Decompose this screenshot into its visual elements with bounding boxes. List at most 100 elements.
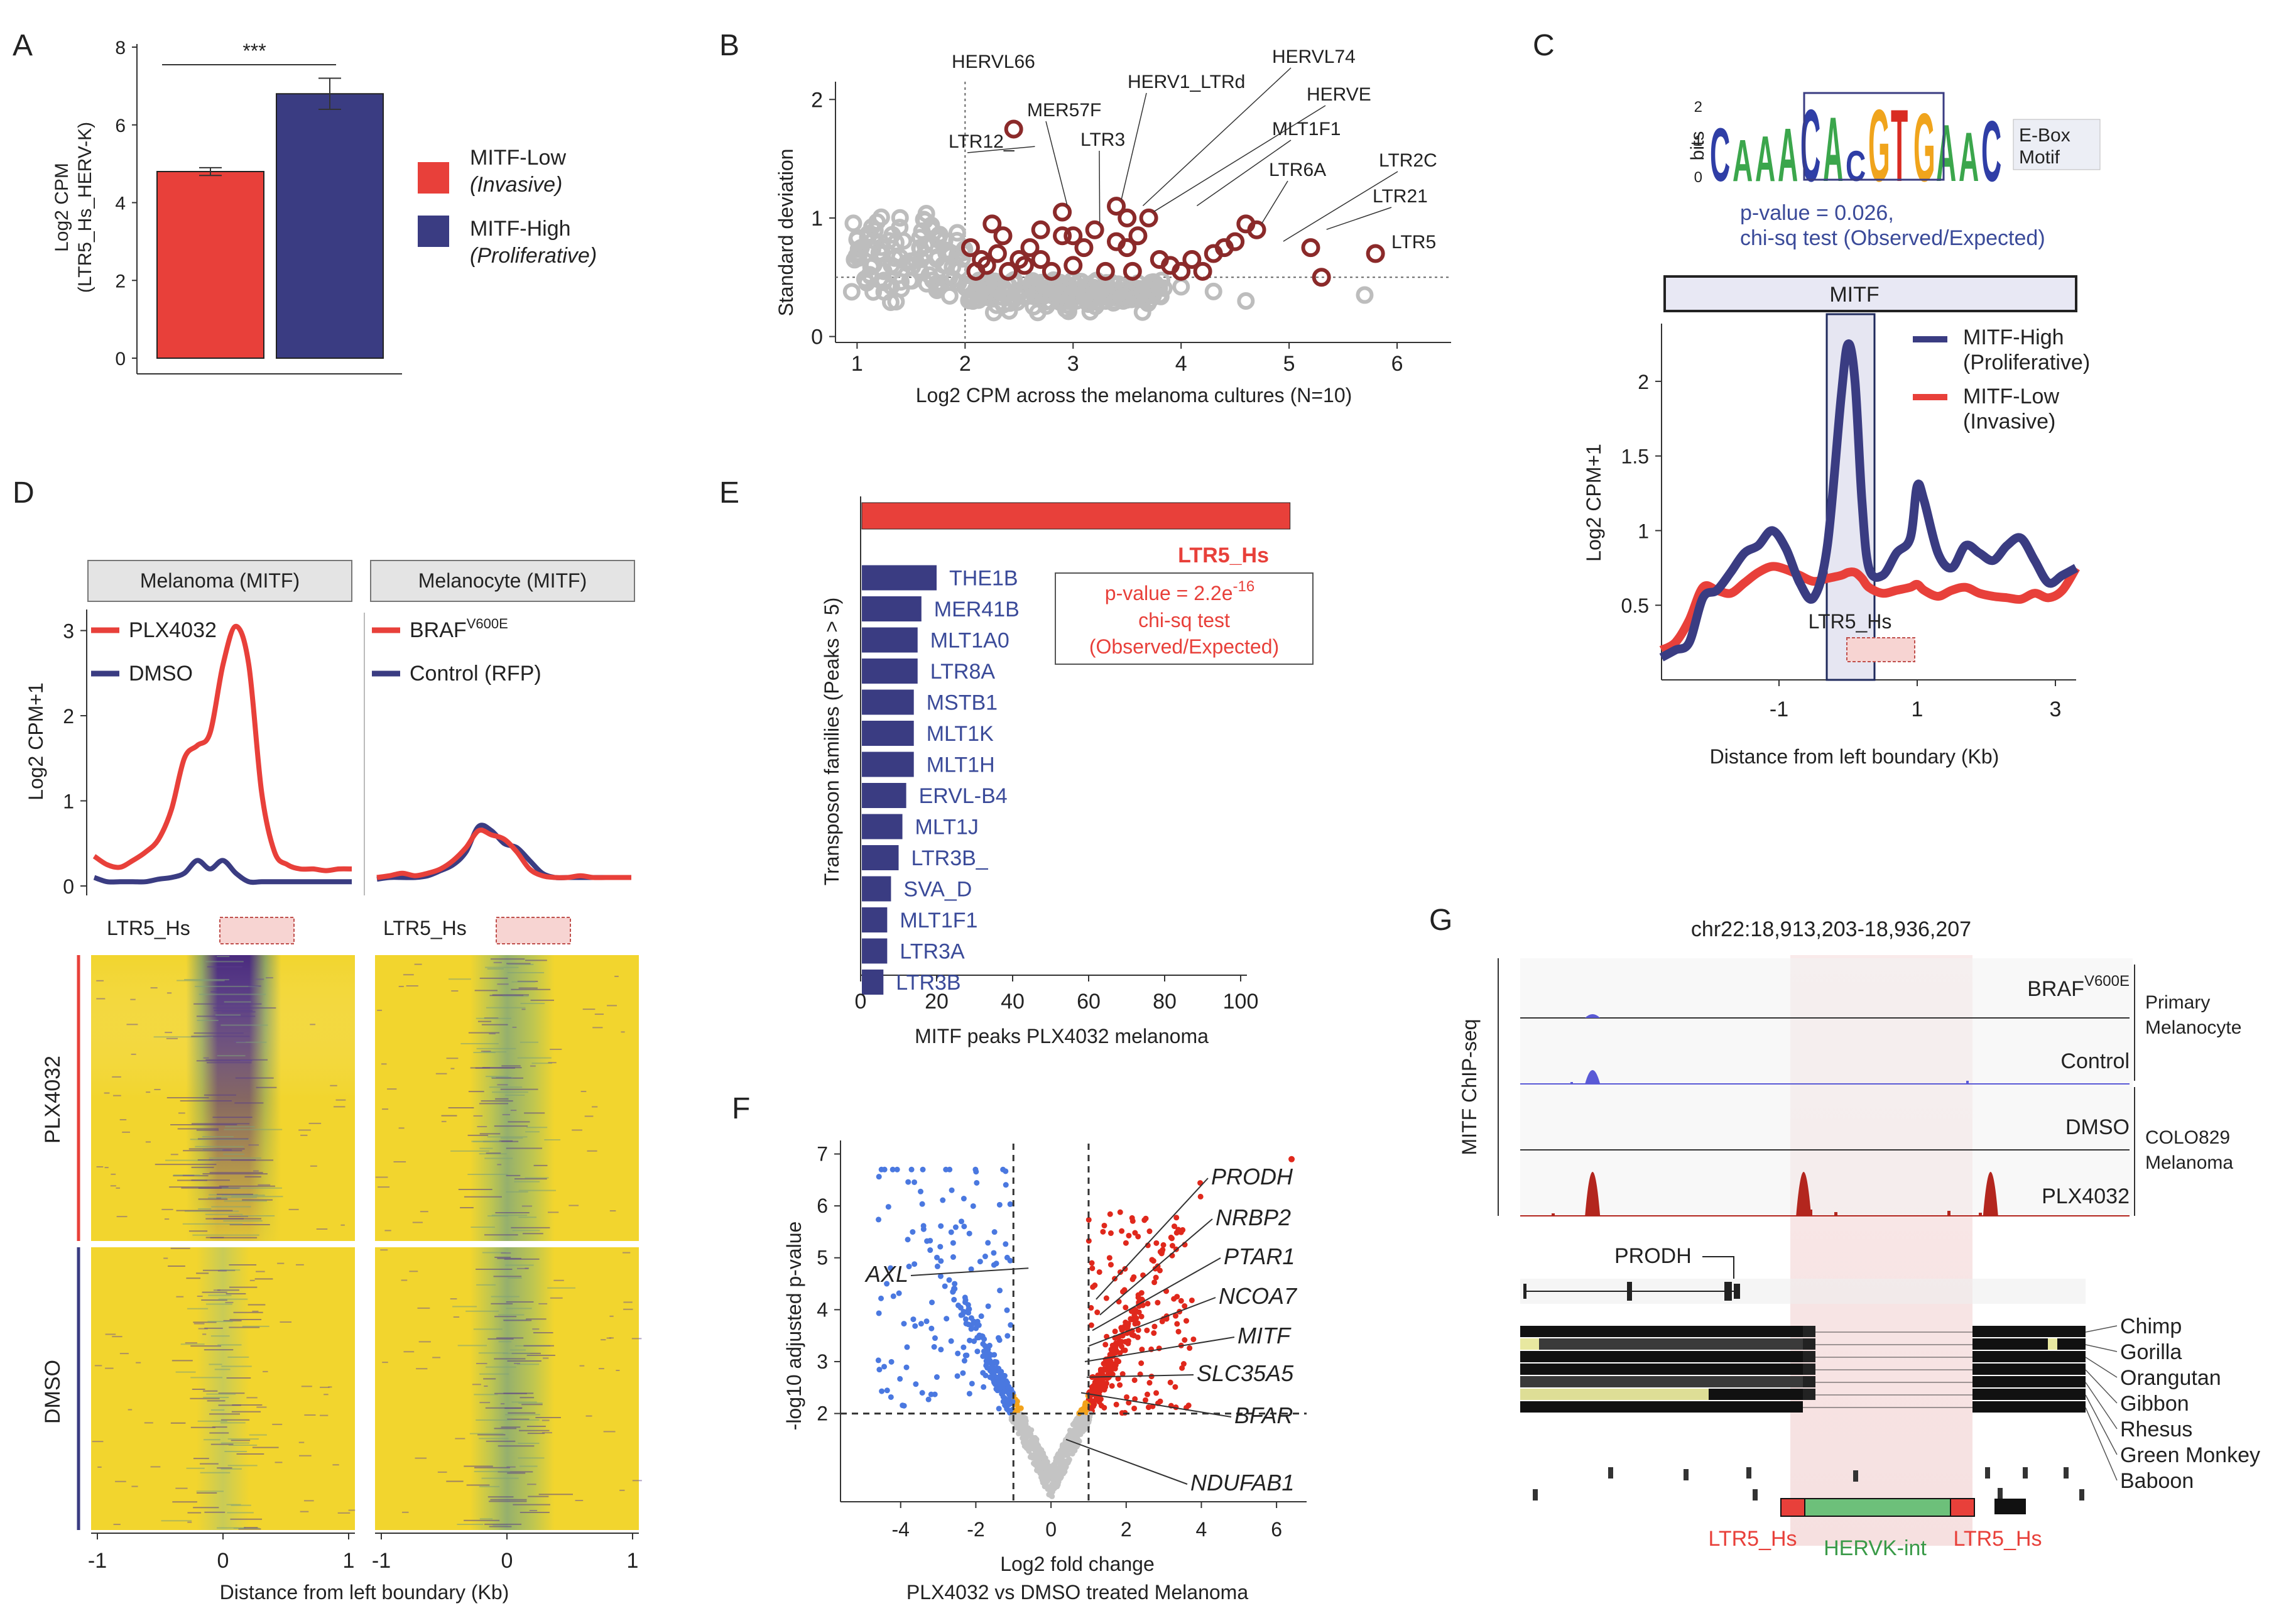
volcano-point xyxy=(957,1304,964,1311)
legend-label-plx4032: PLX4032 xyxy=(129,618,217,642)
legend-label-braf: BRAFV600E xyxy=(410,616,508,642)
repeat-mark xyxy=(2064,1467,2069,1479)
volcano-point xyxy=(888,1358,895,1365)
volcano-point xyxy=(1107,1211,1113,1217)
volcano-point xyxy=(1113,1340,1119,1347)
volcano-point xyxy=(1088,1322,1094,1328)
volcano-point xyxy=(912,1323,918,1329)
alignment-block xyxy=(1803,1338,1815,1350)
panel-c-ytick-label: 1.5 xyxy=(1621,445,1649,468)
legend-label-mitf-high: MITF-High xyxy=(470,217,571,241)
scatter-point xyxy=(918,275,936,293)
volcano-point xyxy=(1117,1382,1123,1388)
volcano-point xyxy=(1058,1474,1064,1480)
volcano-point xyxy=(942,1283,948,1289)
highlight-point xyxy=(1193,261,1212,281)
panel-c-xlabel: Distance from left boundary (Kb) xyxy=(1710,745,1999,768)
volcano-point xyxy=(894,1166,900,1173)
species-leader xyxy=(2085,1357,2118,1378)
scatter-point xyxy=(1237,292,1255,310)
scatter-point xyxy=(1356,286,1374,304)
volcano-point xyxy=(1063,1452,1069,1458)
scatter-point xyxy=(1059,296,1077,314)
scatter-point xyxy=(857,273,876,292)
volcano-point xyxy=(876,1174,882,1180)
bar-label: LTR5_Hs xyxy=(1178,544,1269,567)
volcano-point xyxy=(1150,1258,1156,1264)
volcano-point xyxy=(996,1201,1003,1208)
volcano-point xyxy=(1008,1322,1014,1328)
panel-f-ylabel: -log10 adjusted p-value xyxy=(783,1222,805,1431)
motif-bits-tick: 2 xyxy=(1694,99,1702,116)
panel-b-ytick-label: 0 xyxy=(811,325,823,349)
panel-a-ytick-label: 0 xyxy=(115,349,126,369)
highlight-point xyxy=(1236,214,1256,234)
volcano-point xyxy=(1121,1287,1128,1293)
panel-e-bar-chart: Transposon families (Peaks > 5) MITF pea… xyxy=(820,496,1314,1047)
species-label: Baboon xyxy=(2120,1469,2194,1493)
label-leader xyxy=(1088,1297,1216,1347)
volcano-point xyxy=(928,1325,935,1331)
volcano-point xyxy=(969,1380,975,1387)
alignment-block xyxy=(1803,1326,1815,1337)
repeat-mark xyxy=(1746,1467,1751,1479)
highlight-point xyxy=(1107,197,1126,216)
volcano-point xyxy=(962,1352,969,1358)
volcano-point xyxy=(881,1364,888,1370)
series-line xyxy=(1659,562,2081,654)
volcano-point xyxy=(1125,1321,1131,1327)
volcano-point xyxy=(1136,1309,1142,1315)
label-leader xyxy=(1142,67,1292,207)
volcano-point xyxy=(918,1321,924,1327)
panel-d-title: Melanocyte (MITF) xyxy=(418,569,587,592)
volcano-point xyxy=(1119,1327,1125,1333)
panel-e-xtick-label: 20 xyxy=(925,990,949,1014)
label-leader xyxy=(1261,180,1288,224)
label-leader xyxy=(1153,105,1326,212)
volcano-point xyxy=(1183,1318,1189,1324)
volcano-point xyxy=(1144,1391,1150,1397)
volcano-point xyxy=(1182,1337,1188,1343)
volcano-point xyxy=(911,1261,918,1267)
panel-f-ytick-label: 6 xyxy=(817,1194,828,1217)
panel-a-ytick-label: 2 xyxy=(115,271,126,292)
scatter-point xyxy=(988,276,1006,294)
scatter-point xyxy=(976,287,994,305)
panel-b-ytick-label: 2 xyxy=(811,88,823,112)
repeat-mark xyxy=(1533,1489,1538,1500)
volcano-point xyxy=(1088,1304,1094,1311)
volcano-point xyxy=(1197,1193,1204,1200)
volcano-point xyxy=(976,1335,982,1341)
volcano-point xyxy=(1089,1384,1095,1391)
chip-peak xyxy=(1570,1082,1573,1084)
track-label: Control xyxy=(2060,1049,2130,1073)
panel-a-ylabel: Log2 CPM xyxy=(52,163,72,252)
panel-e-xlabel: MITF peaks PLX4032 melanoma xyxy=(915,1025,1209,1047)
volcano-point xyxy=(1144,1327,1150,1333)
volcano-point xyxy=(1014,1398,1020,1404)
repeat-mark xyxy=(1684,1469,1689,1480)
volcano-point xyxy=(1062,1458,1068,1465)
panel-e-xtick-label: 100 xyxy=(1223,990,1259,1014)
volcano-point xyxy=(934,1254,940,1260)
scatter-point xyxy=(882,277,900,295)
volcano-point xyxy=(948,1338,954,1344)
motif-letter: C xyxy=(1981,102,2001,200)
alignment-block xyxy=(1520,1364,1803,1375)
scatter-point xyxy=(994,295,1013,314)
bar-label: THE1B xyxy=(949,567,1018,591)
volcano-point xyxy=(1168,1234,1174,1240)
series-line xyxy=(376,823,631,882)
volcano-point xyxy=(1182,1303,1188,1309)
panel-letter: A xyxy=(13,29,33,62)
volcano-point xyxy=(900,1402,906,1409)
panel-d-annotation: LTR5_Hs xyxy=(383,917,467,939)
volcano-point xyxy=(876,1367,883,1373)
hervk-int-element xyxy=(1804,1498,1951,1517)
motif-tag-box xyxy=(2013,119,2101,170)
volcano-point xyxy=(937,1244,944,1250)
scatter-point xyxy=(891,219,909,237)
scatter-point xyxy=(940,287,959,305)
volcano-point xyxy=(1082,1401,1088,1408)
volcano-point xyxy=(970,1203,976,1209)
